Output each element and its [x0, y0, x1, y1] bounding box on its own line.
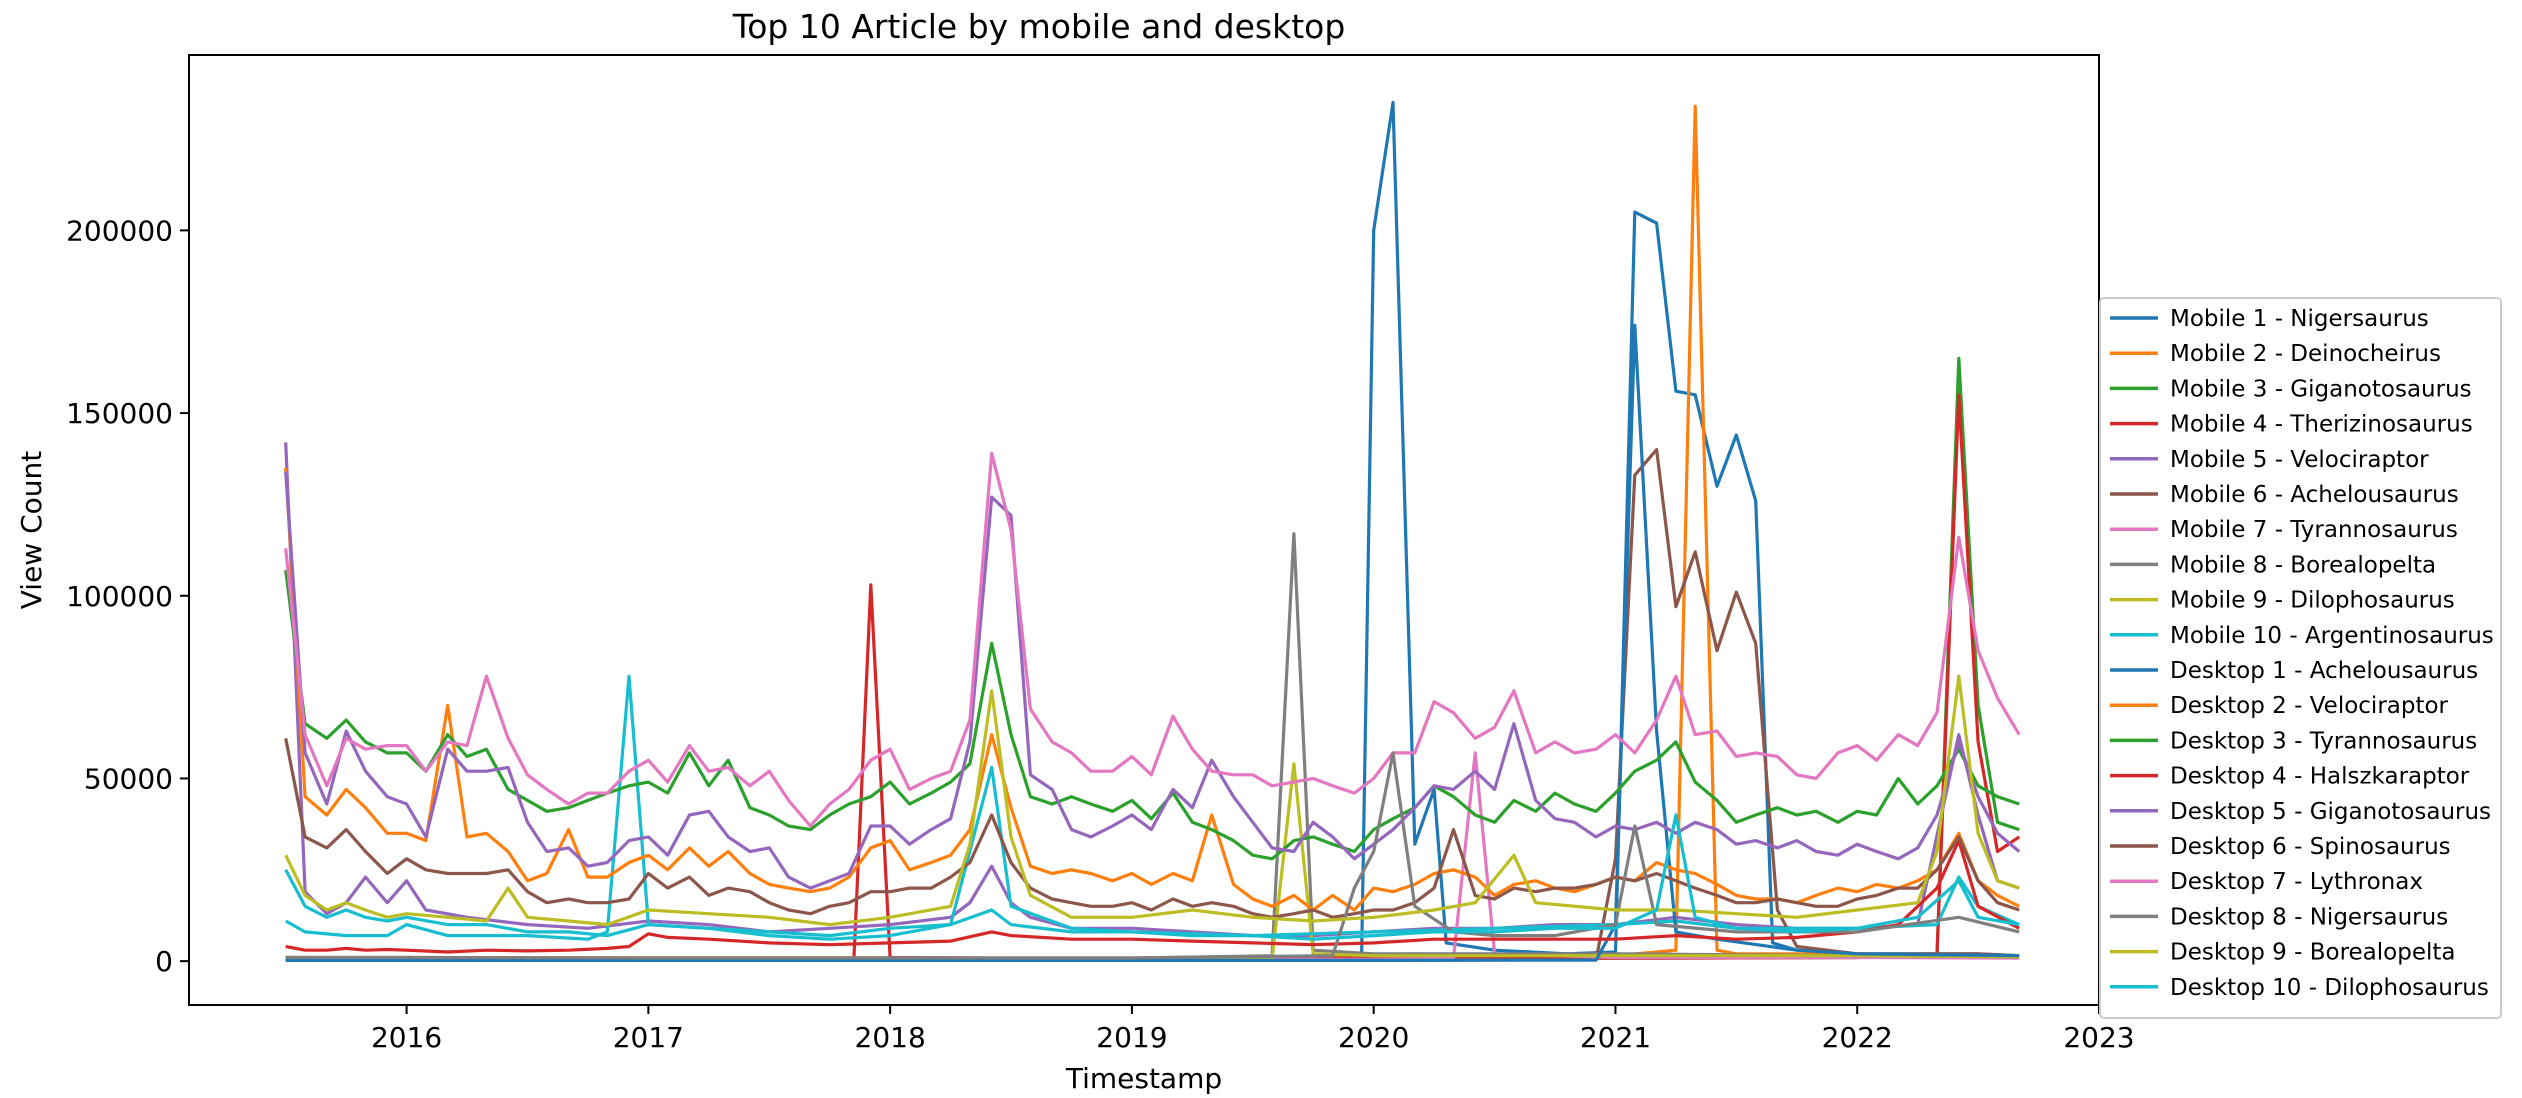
- x-tick-label: 2021: [1580, 1021, 1651, 1054]
- legend-label: Desktop 4 - Halszkaraptor: [2170, 764, 2470, 790]
- chart-title: Top 10 Article by mobile and desktop: [732, 7, 1346, 46]
- series-line-20: [284, 813, 2020, 941]
- legend: Mobile 1 - Nigersaurus Mobile 2 - Deinoch…: [2099, 297, 2502, 1019]
- legend-label: Mobile 4 - Therizinosaurus: [2170, 412, 2473, 438]
- series-line-19: [284, 674, 2020, 927]
- legend-label: Desktop 3 - Tyrannosaurus: [2170, 728, 2477, 754]
- series-line-16: [284, 737, 2020, 919]
- legend-label: Mobile 2 - Deinocheirus: [2170, 341, 2441, 367]
- y-tick-label: 150000: [66, 397, 173, 430]
- y-axis: 0 50000 100000 150000 200000: [66, 214, 189, 978]
- x-axis-title: Timestamp: [1065, 1062, 1222, 1095]
- y-tick-label: 200000: [66, 214, 173, 247]
- series-line-13: [284, 569, 2020, 861]
- x-tick-label: 2017: [613, 1021, 684, 1054]
- legend-label: Mobile 3 - Giganotosaurus: [2170, 376, 2472, 402]
- legend-label: Desktop 5 - Giganotosaurus: [2170, 799, 2491, 825]
- legend-label: Mobile 10 - Argentinosaurus: [2170, 623, 2494, 649]
- y-tick-label: 100000: [66, 580, 173, 613]
- series-line-15: [284, 471, 2021, 890]
- legend-label: Mobile 1 - Nigersaurus: [2170, 306, 2429, 332]
- x-axis: 2016 2017 2018 2019 2020 2021 2022 2023: [371, 1005, 2135, 1054]
- x-tick-label: 2023: [2063, 1021, 2134, 1054]
- legend-label: Mobile 6 - Achelousaurus: [2170, 482, 2459, 508]
- series-layer: [284, 100, 2021, 962]
- legend-label: Desktop 10 - Dilophosaurus: [2170, 975, 2489, 1001]
- legend-label: Desktop 2 - Velociraptor: [2170, 693, 2449, 719]
- y-tick-label: 0: [155, 945, 173, 978]
- series-line-18: [285, 751, 2020, 960]
- legend-label: Desktop 9 - Borealopelta: [2170, 940, 2455, 966]
- legend-label: Mobile 8 - Borealopelta: [2170, 552, 2436, 578]
- x-tick-label: 2020: [1338, 1021, 1409, 1054]
- legend-label: Mobile 5 - Velociraptor: [2170, 447, 2429, 473]
- legend-label: Mobile 7 - Tyrannosaurus: [2170, 517, 2458, 543]
- x-tick-label: 2022: [1822, 1021, 1893, 1054]
- series-line-17: [284, 451, 2021, 828]
- series-line-12: [284, 467, 2020, 912]
- x-tick-label: 2018: [855, 1021, 926, 1054]
- legend-label: Desktop 6 - Spinosaurus: [2170, 834, 2451, 860]
- x-tick-label: 2016: [371, 1021, 442, 1054]
- legend-box: [2099, 297, 2502, 1019]
- series-line-14: [285, 839, 2020, 954]
- x-tick-label: 2019: [1096, 1021, 1167, 1054]
- legend-label: Mobile 9 - Dilophosaurus: [2170, 588, 2455, 614]
- legend-label: Desktop 7 - Lythronax: [2170, 869, 2423, 895]
- legend-label: Desktop 1 - Achelousaurus: [2170, 658, 2478, 684]
- y-axis-title: View Count: [15, 451, 48, 610]
- y-tick-label: 50000: [84, 762, 173, 795]
- legend-label: Desktop 8 - Nigersaurus: [2170, 904, 2448, 930]
